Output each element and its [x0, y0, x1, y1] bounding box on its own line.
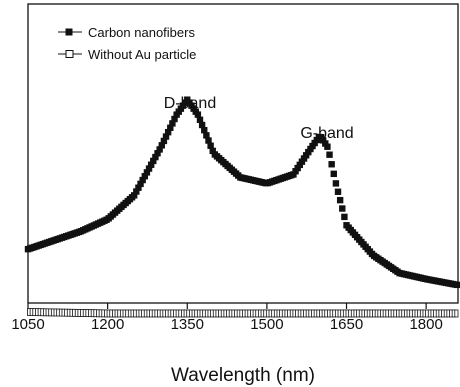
x-tick-label: 1050: [11, 316, 44, 333]
data-point-carbon-nanofibers: [150, 157, 157, 165]
legend-marker-open-square: [65, 50, 74, 58]
data-point-carbon-nanofibers: [341, 213, 348, 221]
data-point-carbon-nanofibers: [203, 132, 210, 139]
annotation-d-band: D-band: [164, 95, 216, 112]
data-point-carbon-nanofibers: [201, 126, 208, 134]
data-point-carbon-nanofibers: [135, 184, 142, 191]
legend-item-without-au-particle: Without Au particle: [58, 47, 196, 62]
data-point-carbon-nanofibers: [164, 128, 172, 136]
data-point-carbon-nanofibers: [205, 137, 212, 144]
data-point-carbon-nanofibers: [196, 116, 204, 124]
series-carbon-nanofibers: [24, 96, 460, 289]
legend-item-carbon-nanofibers: Carbon nanofibers: [58, 25, 195, 40]
data-point-carbon-nanofibers: [154, 150, 161, 157]
legend-label-carbon-nanofibers: Carbon nanofibers: [88, 25, 195, 40]
data-point-carbon-nanofibers: [167, 124, 174, 131]
plot-frame: [27, 3, 459, 304]
data-point-carbon-nanofibers: [145, 165, 153, 172]
data-point-carbon-nanofibers: [326, 151, 333, 158]
data-point-carbon-nanofibers: [330, 170, 337, 178]
data-point-carbon-nanofibers: [332, 180, 340, 187]
data-point-without-au-particle: [454, 309, 459, 318]
data-point-carbon-nanofibers: [339, 205, 346, 212]
data-point-carbon-nanofibers: [334, 188, 342, 195]
x-tick-label: 1200: [91, 316, 124, 333]
x-tick-label: 1800: [409, 316, 442, 333]
data-point-carbon-nanofibers: [328, 161, 335, 168]
data-point-carbon-nanofibers: [141, 173, 148, 180]
series-without-au-particle: [27, 308, 459, 318]
x-axis-tick-labels: 1050 1200 1350 1500 1650 1800: [11, 316, 443, 333]
data-point-carbon-nanofibers: [169, 120, 176, 127]
x-tick-label: 1500: [250, 316, 283, 333]
data-point-carbon-nanofibers: [160, 137, 168, 145]
x-tick-label: 1350: [171, 316, 204, 333]
data-point-carbon-nanofibers: [194, 111, 202, 118]
data-point-carbon-nanofibers: [137, 180, 144, 188]
legend-marker-filled-square: [65, 28, 73, 36]
data-point-carbon-nanofibers: [158, 142, 165, 149]
data-point-carbon-nanofibers: [156, 146, 163, 153]
data-point-carbon-nanofibers: [133, 188, 140, 195]
x-axis-ticks: [27, 303, 427, 309]
data-point-carbon-nanofibers: [147, 161, 155, 168]
x-axis-title: Wavelength (nm): [171, 365, 315, 386]
data-point-carbon-nanofibers: [152, 153, 159, 161]
data-point-carbon-nanofibers: [207, 142, 214, 149]
legend-label-without-au-particle: Without Au particle: [88, 47, 196, 62]
data-point-carbon-nanofibers: [130, 192, 138, 199]
annotation-g-band: G-band: [300, 125, 353, 142]
data-point-carbon-nanofibers: [336, 196, 344, 204]
data-point-carbon-nanofibers: [324, 143, 331, 150]
data-point-carbon-nanofibers: [453, 281, 460, 289]
x-tick-label: 1650: [330, 316, 363, 333]
data-point-carbon-nanofibers: [139, 176, 146, 184]
data-point-carbon-nanofibers: [143, 169, 151, 176]
data-point-carbon-nanofibers: [198, 121, 206, 129]
data-point-carbon-nanofibers: [171, 115, 178, 123]
data-point-carbon-nanofibers: [209, 147, 216, 155]
data-point-carbon-nanofibers: [162, 133, 170, 140]
legend: Carbon nanofibers Without Au particle: [58, 25, 196, 62]
